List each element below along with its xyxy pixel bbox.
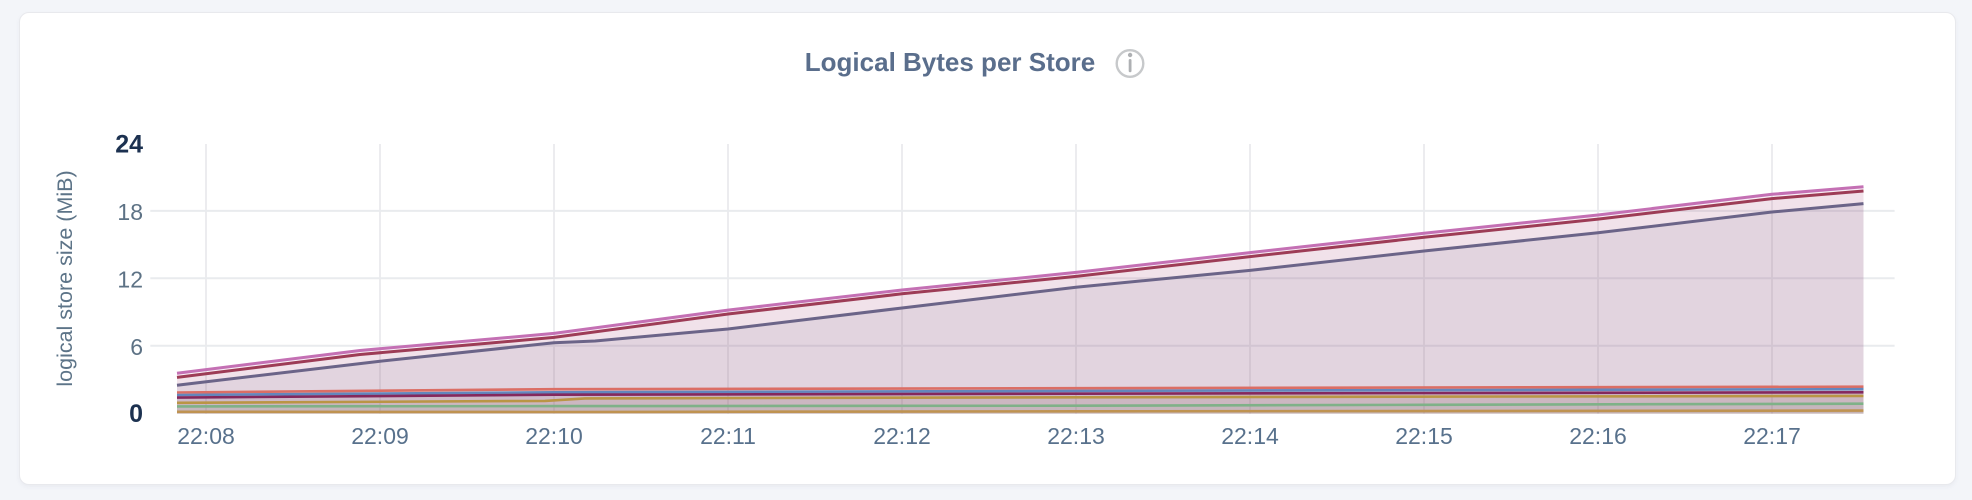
svg-text:0: 0 bbox=[129, 400, 143, 428]
svg-text:22:15: 22:15 bbox=[1395, 423, 1453, 449]
svg-text:18: 18 bbox=[117, 199, 143, 225]
svg-text:22:08: 22:08 bbox=[177, 423, 235, 449]
svg-text:22:13: 22:13 bbox=[1047, 423, 1105, 449]
svg-text:12: 12 bbox=[117, 266, 143, 292]
svg-text:22:10: 22:10 bbox=[525, 423, 583, 449]
svg-text:22:12: 22:12 bbox=[873, 423, 931, 449]
svg-text:logical store size (MiB): logical store size (MiB) bbox=[53, 170, 77, 386]
svg-text:22:14: 22:14 bbox=[1221, 423, 1279, 449]
svg-text:Logical Bytes per Store: Logical Bytes per Store bbox=[805, 47, 1095, 77]
svg-text:22:17: 22:17 bbox=[1743, 423, 1801, 449]
svg-text:24: 24 bbox=[115, 131, 143, 159]
svg-text:22:11: 22:11 bbox=[700, 423, 756, 449]
svg-text:22:09: 22:09 bbox=[351, 423, 409, 449]
svg-text:6: 6 bbox=[130, 334, 143, 360]
svg-text:22:16: 22:16 bbox=[1569, 423, 1627, 449]
